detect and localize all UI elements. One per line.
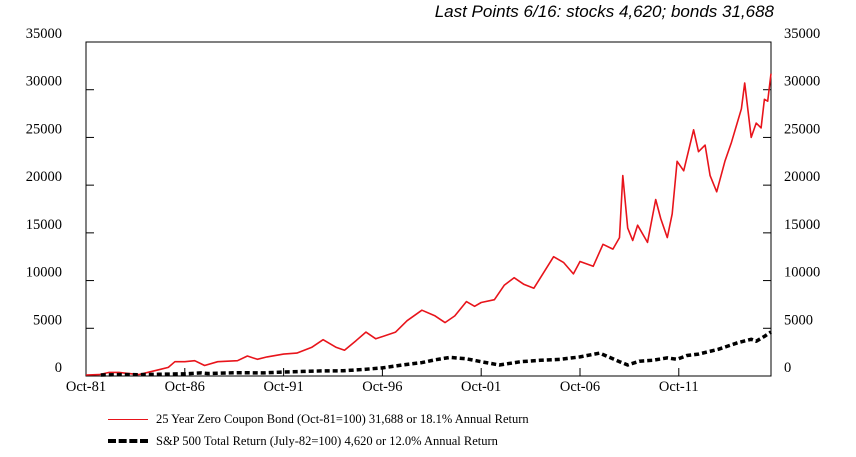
y-tick-label-left: 15000	[26, 217, 62, 233]
y-tick-label-left: 20000	[26, 169, 62, 185]
x-tick-label: Oct-91	[263, 379, 303, 395]
series-line-bonds	[85, 73, 772, 376]
y-tick-label-left: 30000	[26, 74, 62, 90]
y-tick-label-right: 20000	[784, 169, 820, 185]
legend-item-stocks: S&P 500 Total Return (July-82=100) 4,620…	[108, 430, 529, 452]
y-tick-label-right: 0	[784, 360, 791, 376]
y-tick-label-right: 15000	[784, 217, 820, 233]
plot-frame	[85, 41, 772, 377]
x-tick-label: Oct-11	[659, 379, 699, 395]
legend-item-bonds: 25 Year Zero Coupon Bond (Oct-81=100) 31…	[108, 408, 529, 430]
y-tick-label-right: 25000	[784, 121, 820, 137]
y-tick-label-left: 10000	[26, 265, 62, 281]
x-tick-label: Oct-96	[362, 379, 402, 395]
x-tick-label: Oct-06	[560, 379, 600, 395]
legend-swatch-stocks	[108, 439, 148, 443]
legend-swatch-bonds	[108, 418, 148, 420]
legend: 25 Year Zero Coupon Bond (Oct-81=100) 31…	[108, 408, 529, 452]
series-line-stocks	[100, 330, 772, 377]
y-tick-label-right: 5000	[784, 312, 813, 328]
x-tick-label: Oct-01	[461, 379, 501, 395]
x-tick-label: Oct-86	[165, 379, 205, 395]
y-tick-label-right: 30000	[784, 74, 820, 90]
y-tick-label-right: 35000	[784, 26, 820, 42]
x-tick-label: Oct-81	[66, 379, 106, 395]
y-tick-label-left: 5000	[33, 312, 62, 328]
y-tick-label-left: 0	[55, 360, 62, 376]
chart-subtitle: Last Points 6/16: stocks 4,620; bonds 31…	[434, 2, 774, 21]
y-tick-label-left: 25000	[26, 121, 62, 137]
y-tick-label-left: 35000	[26, 26, 62, 42]
y-tick-label-right: 10000	[784, 265, 820, 281]
legend-label-bonds: 25 Year Zero Coupon Bond (Oct-81=100) 31…	[156, 411, 529, 426]
legend-label-stocks: S&P 500 Total Return (July-82=100) 4,620…	[156, 433, 498, 448]
